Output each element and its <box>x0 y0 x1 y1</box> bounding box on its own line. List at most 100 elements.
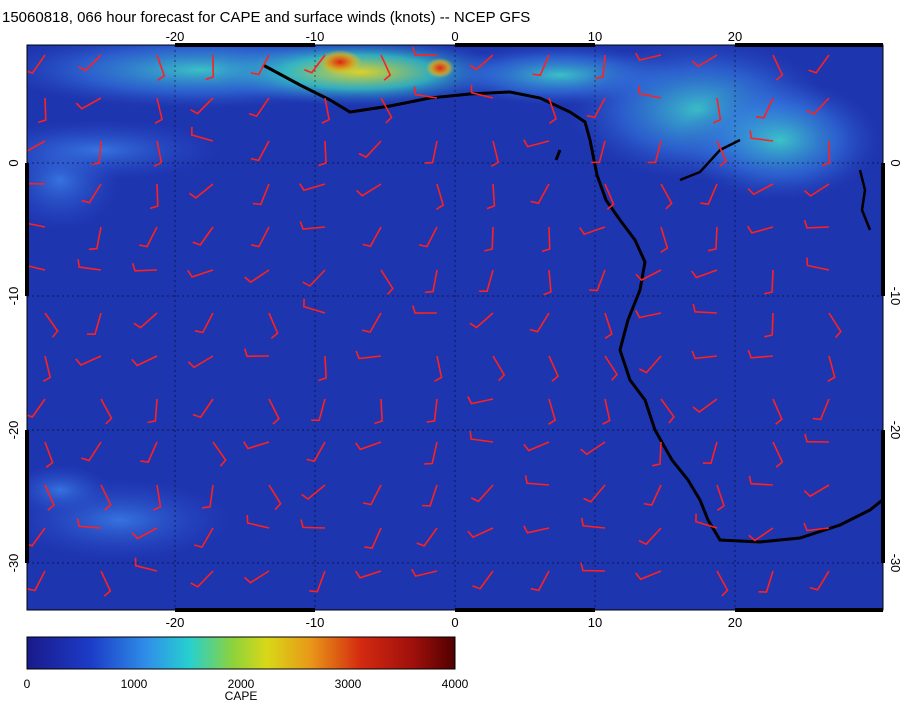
wind-barb <box>88 226 102 251</box>
wind-barb <box>355 183 382 197</box>
wind-barb <box>434 355 443 382</box>
wind-barb <box>355 441 382 451</box>
wind-barb <box>27 222 46 228</box>
wind-barbs <box>27 46 842 597</box>
wind-barb <box>380 97 393 124</box>
wind-barb <box>44 441 54 468</box>
wind-barb <box>426 398 438 423</box>
lat-ticks-right: 0 -10 -20 -30 <box>888 159 903 572</box>
colorbar-tick-label: 4000 <box>441 677 469 691</box>
wind-barb <box>412 305 438 314</box>
wind-barb <box>490 140 500 167</box>
wind-barb <box>804 433 830 443</box>
wind-barb <box>190 126 214 142</box>
wind-barb <box>309 570 326 593</box>
wind-barb <box>154 97 163 124</box>
map-frame <box>25 43 885 612</box>
wind-barb <box>747 349 774 359</box>
wind-barb <box>530 570 550 592</box>
wind-barb <box>100 484 112 511</box>
wind-barb <box>586 97 606 119</box>
wind-barb <box>772 398 783 425</box>
lat-tick-label: -10 <box>6 287 21 306</box>
wind-barb <box>299 221 326 230</box>
wind-barb <box>304 54 326 74</box>
wind-barb <box>470 84 494 99</box>
wind-barb <box>75 355 102 366</box>
wind-barb <box>250 54 270 76</box>
wind-barb <box>311 398 326 422</box>
wind-barb <box>140 441 158 463</box>
colorbar-tick-label: 0 <box>23 677 31 691</box>
wind-barb <box>188 183 214 199</box>
wind-barb <box>77 259 102 271</box>
wind-barb <box>244 269 270 284</box>
lon-ticks-bottom: -20 -10 0 10 20 <box>166 615 743 630</box>
wind-barb <box>660 226 669 253</box>
wind-barb <box>595 54 606 80</box>
wind-barb <box>355 350 382 360</box>
lon-tick-label: 10 <box>588 29 602 44</box>
wind-barb <box>660 398 675 424</box>
wind-barb <box>803 522 830 532</box>
wind-barb <box>580 441 606 456</box>
wind-barb <box>523 441 550 452</box>
colorbar <box>26 636 456 670</box>
wind-barb <box>543 269 552 296</box>
wind-barb <box>492 355 506 382</box>
wind-barb <box>424 441 438 465</box>
wind-barb <box>548 355 559 382</box>
wind-barb <box>131 262 158 272</box>
wind-barb <box>486 183 496 210</box>
wind-barb <box>635 269 662 282</box>
wind-barb <box>748 527 774 542</box>
wind-barb <box>716 484 725 511</box>
lon-tick-label: 0 <box>451 29 458 44</box>
wind-barb <box>700 183 718 206</box>
wind-barb <box>821 140 831 167</box>
lat-tick-label: -30 <box>888 554 903 573</box>
wind-barb <box>604 355 619 381</box>
wind-barb <box>469 312 494 329</box>
wind-barb <box>268 398 280 425</box>
wind-barb <box>707 226 718 252</box>
wind-barb <box>362 484 382 506</box>
wind-barb <box>692 398 718 414</box>
wind-barb <box>358 140 382 159</box>
wind-barb <box>75 97 102 110</box>
wind-barb <box>580 517 606 529</box>
wind-barb <box>27 264 46 271</box>
wind-barb <box>809 570 830 591</box>
wind-barb <box>580 562 606 572</box>
lat-tick-label: -20 <box>888 421 903 440</box>
wind-barb <box>604 312 613 339</box>
wind-barb <box>467 396 494 405</box>
wind-barb <box>747 183 774 196</box>
wind-barb <box>44 484 55 511</box>
lon-tick-label: 20 <box>728 29 742 44</box>
wind-barb <box>435 183 445 210</box>
colorbar-tick-label: 3000 <box>334 677 362 691</box>
wind-barb <box>212 441 227 467</box>
wind-barb <box>470 484 494 503</box>
wind-barb <box>411 568 438 578</box>
wind-barb <box>138 226 158 248</box>
lon-tick-label: -20 <box>166 615 185 630</box>
wind-barb <box>803 183 830 197</box>
wind-barb <box>306 441 326 463</box>
wind-barb <box>467 527 494 539</box>
wind-barb <box>243 441 270 450</box>
wind-barb <box>747 225 774 234</box>
wind-barb <box>156 54 166 81</box>
wind-barb <box>86 312 102 336</box>
wind-barb <box>190 570 214 588</box>
wind-barb <box>205 54 215 81</box>
wind-barb <box>422 484 438 507</box>
wind-barb <box>469 54 494 71</box>
wind-barb <box>91 140 102 166</box>
wind-barb <box>252 183 270 206</box>
wind-barb <box>100 570 112 597</box>
wind-barb <box>362 312 382 334</box>
wind-barb <box>246 514 270 529</box>
